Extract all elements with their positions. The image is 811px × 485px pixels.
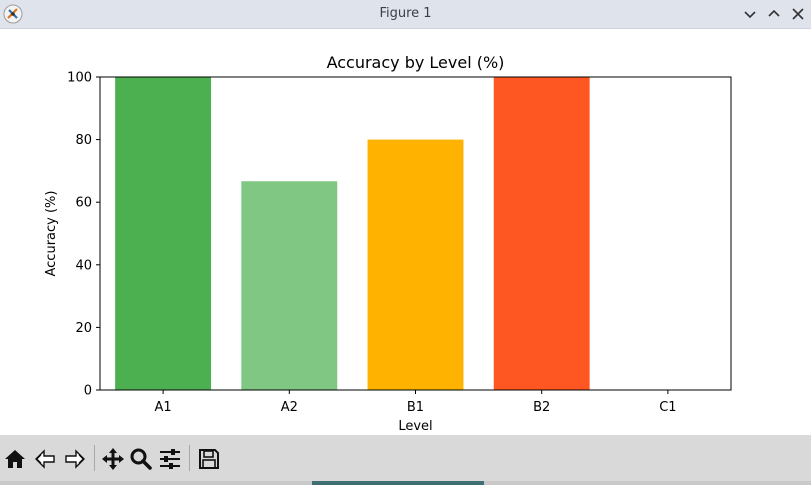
y-tick-label: 0 bbox=[84, 384, 92, 399]
navigation-toolbar bbox=[0, 435, 811, 481]
back-icon[interactable] bbox=[32, 446, 58, 472]
x-tick-label: B1 bbox=[407, 400, 424, 415]
configure-subplots-icon[interactable] bbox=[157, 446, 183, 472]
window-title: Figure 1 bbox=[379, 6, 432, 21]
taskbar-accent bbox=[312, 481, 484, 485]
bar-chart: 0 20 40 60 80 100 A1 A2 B1 B2 C1 Accuracy by Level … bbox=[44, 53, 732, 434]
save-icon[interactable] bbox=[196, 446, 222, 472]
figure-canvas: 0 20 40 60 80 100 A1 A2 B1 B2 C1 Accuracy by Level … bbox=[0, 29, 811, 435]
toolbar-separator bbox=[94, 445, 95, 471]
app-icon bbox=[3, 4, 23, 24]
title-bar: Figure 1 bbox=[0, 0, 811, 29]
x-tick-label: C1 bbox=[659, 400, 676, 415]
bar-b2 bbox=[493, 77, 590, 390]
bar-b1 bbox=[367, 139, 464, 390]
toolbar-separator bbox=[189, 445, 190, 471]
bar-a1 bbox=[115, 77, 212, 390]
y-tick-label: 40 bbox=[75, 258, 92, 273]
y-tick-label: 100 bbox=[67, 71, 92, 86]
maximize-button[interactable] bbox=[765, 5, 783, 23]
y-tick-label: 80 bbox=[75, 133, 92, 148]
x-tick-label: B2 bbox=[533, 400, 550, 415]
x-tick-label: A1 bbox=[155, 400, 172, 415]
bar-a2 bbox=[241, 181, 338, 390]
bottom-strip bbox=[0, 481, 811, 485]
y-tick-label: 20 bbox=[75, 321, 92, 336]
pan-icon[interactable] bbox=[100, 446, 126, 472]
chart-title: Accuracy by Level (%) bbox=[327, 53, 505, 72]
close-button[interactable] bbox=[789, 5, 807, 23]
zoom-icon[interactable] bbox=[128, 446, 154, 472]
home-icon[interactable] bbox=[2, 446, 28, 472]
y-tick-label: 60 bbox=[75, 196, 92, 211]
minimize-button[interactable] bbox=[741, 5, 759, 23]
y-axis-label: Accuracy (%) bbox=[44, 191, 59, 277]
forward-icon[interactable] bbox=[62, 446, 88, 472]
x-axis-label: Level bbox=[398, 419, 432, 434]
x-tick-label: A2 bbox=[281, 400, 298, 415]
